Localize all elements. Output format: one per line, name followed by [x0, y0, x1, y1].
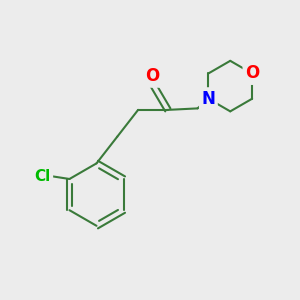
Text: Cl: Cl — [34, 169, 51, 184]
Text: O: O — [145, 67, 160, 85]
Text: O: O — [245, 64, 259, 82]
Text: N: N — [201, 90, 215, 108]
